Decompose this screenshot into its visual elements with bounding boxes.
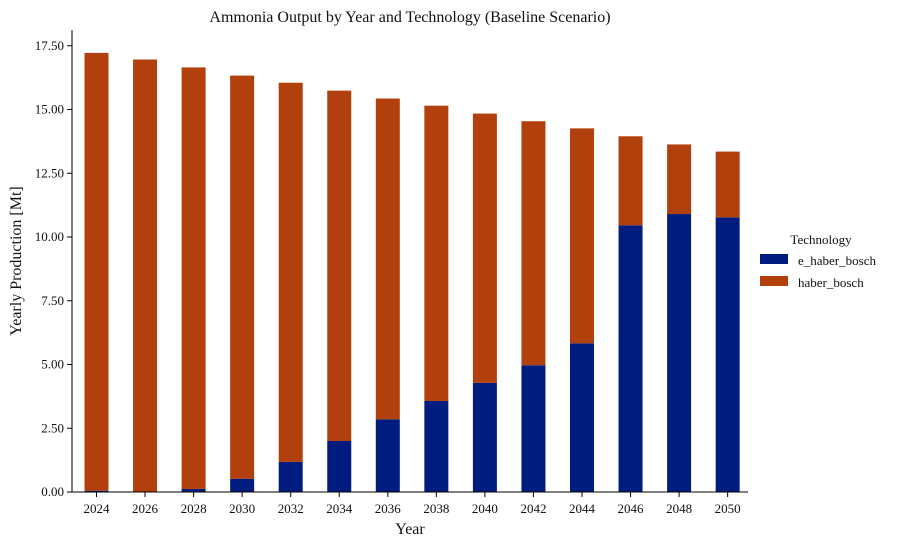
bar-e-haber-bosch-2048 [667, 214, 692, 493]
bar-e-haber-bosch-2040 [472, 382, 497, 492]
x-tick-label: 2026 [132, 501, 159, 516]
x-tick-label: 2040 [472, 501, 498, 516]
bar-haber-bosch-2038 [424, 105, 449, 401]
bar-e-haber-bosch-2050 [715, 217, 740, 493]
chart-title: Ammonia Output by Year and Technology (B… [209, 9, 610, 26]
legend-swatch-haber-bosch [760, 276, 788, 286]
bar-e-haber-bosch-2044 [570, 343, 594, 492]
bar-haber-bosch-2042 [521, 121, 546, 366]
y-tick-label: 17.50 [35, 38, 64, 53]
x-tick-label: 2046 [618, 501, 645, 516]
x-tick-label: 2032 [278, 501, 304, 516]
bar-e-haber-bosch-2028 [181, 488, 206, 492]
bar-haber-bosch-2040 [472, 113, 497, 383]
y-tick-label: 15.00 [35, 102, 64, 117]
x-tick-label: 2024 [84, 501, 111, 516]
x-tick-label: 2042 [520, 501, 546, 516]
y-tick-label: 12.50 [35, 165, 64, 180]
x-tick-label: 2034 [326, 501, 353, 516]
x-tick-label: 2036 [375, 501, 402, 516]
bar-e-haber-bosch-2032 [278, 461, 303, 492]
bars [84, 52, 740, 493]
bar-e-haber-bosch-2030 [230, 478, 255, 492]
x-tick-label: 2038 [423, 501, 449, 516]
bar-e-haber-bosch-2034 [327, 441, 352, 492]
x-tick-label: 2030 [229, 501, 255, 516]
bar-haber-bosch-2028 [181, 67, 206, 489]
bar-e-haber-bosch-2038 [424, 400, 449, 492]
y-tick-label: 10.00 [35, 229, 64, 244]
y-tick-label: 0.00 [41, 484, 64, 499]
y-tick-label: 7.50 [41, 293, 64, 308]
bar-e-haber-bosch-2046 [618, 225, 643, 492]
y-tick-label: 2.50 [41, 420, 64, 435]
y-axis-ticks: 0.00 2.50 5.00 7.50 10.00 12.50 15.00 17.50 [35, 38, 72, 499]
bar-haber-bosch-2030 [230, 75, 255, 479]
bar-haber-bosch-2024 [84, 52, 109, 491]
y-axis-label: Yearly Production [Mt] [8, 186, 25, 335]
x-tick-label: 2028 [181, 501, 207, 516]
y-tick-label: 5.00 [41, 357, 64, 372]
bar-e-haber-bosch-2042 [521, 365, 546, 492]
x-axis-label: Year [395, 521, 425, 538]
legend-label-haber-bosch: haber_bosch [798, 275, 864, 290]
bar-haber-bosch-2046 [618, 136, 643, 226]
legend-swatch-e-haber-bosch [760, 254, 788, 264]
bar-haber-bosch-2034 [327, 90, 352, 441]
bar-e-haber-bosch-2036 [375, 419, 400, 492]
x-axis-ticks: 2024 2026 2028 2030 2032 2034 2036 2038 2040 2042… [84, 492, 741, 516]
x-tick-label: 2048 [666, 501, 692, 516]
bar-haber-bosch-2032 [278, 82, 303, 462]
x-tick-label: 2044 [569, 501, 596, 516]
bar-haber-bosch-2050 [715, 151, 740, 218]
legend-label-e-haber-bosch: e_haber_bosch [798, 253, 876, 268]
bar-haber-bosch-2044 [570, 128, 594, 344]
bar-haber-bosch-2026 [133, 59, 158, 493]
bar-haber-bosch-2036 [375, 98, 400, 420]
bar-haber-bosch-2048 [667, 144, 692, 215]
bar-e-haber-bosch-2024 [84, 490, 109, 492]
legend-title: Technology [790, 232, 852, 247]
legend: Technology e_haber_bosch haber_bosch [760, 232, 876, 290]
x-tick-label: 2050 [715, 501, 741, 516]
